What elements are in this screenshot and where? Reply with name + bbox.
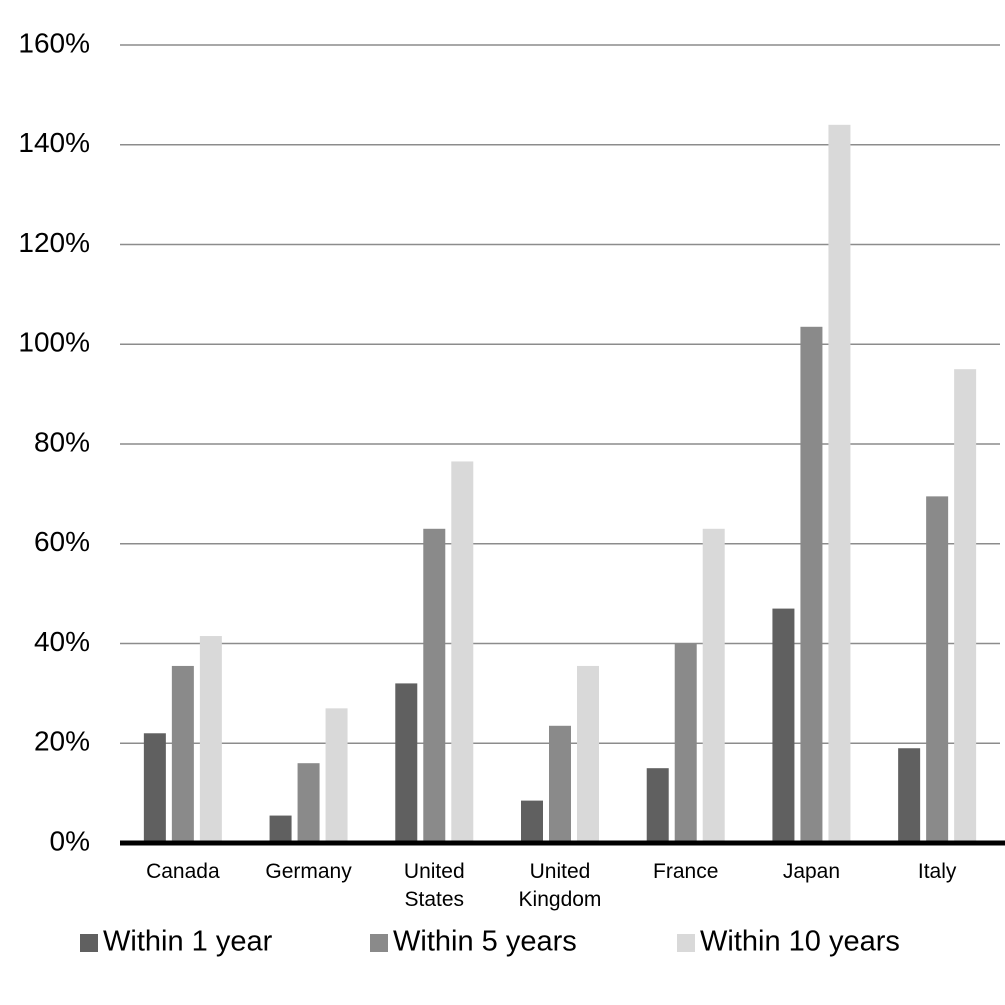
x-tick-label: Canada (146, 860, 220, 883)
bar (297, 763, 320, 843)
bar (898, 748, 921, 843)
y-tick-label: 160% (18, 27, 90, 58)
y-tick-label: 20% (34, 726, 90, 757)
y-tick-label: 0% (50, 825, 90, 856)
bar (451, 461, 474, 843)
bar (549, 725, 571, 843)
legend-swatch (677, 934, 695, 952)
y-tick-label: 120% (18, 227, 90, 258)
bar (828, 124, 851, 844)
bar (674, 643, 697, 843)
bar (800, 326, 823, 843)
bar (702, 528, 725, 843)
legend-swatch (80, 934, 98, 952)
bar (772, 608, 795, 843)
bar (269, 815, 292, 843)
x-tick-label: Italy (917, 860, 957, 883)
legend-label: Within 10 years (700, 926, 900, 958)
bar (423, 528, 446, 843)
x-tick-label: United Kingdom (518, 860, 602, 911)
bar (199, 636, 222, 843)
bar (143, 733, 166, 843)
y-tick-label: 40% (34, 626, 90, 657)
bar (171, 665, 194, 843)
bar (646, 768, 669, 843)
x-tick-label: France (653, 860, 719, 883)
x-tick-label: Japan (782, 860, 841, 883)
x-tick-label: Germany (265, 860, 352, 883)
bar (954, 369, 977, 843)
bar (395, 683, 418, 843)
y-tick-label: 60% (34, 526, 90, 557)
y-tick-label: 100% (18, 327, 90, 358)
legend-swatch (370, 934, 388, 952)
x-tick-label: United States (403, 860, 465, 911)
legend-label: Within 1 year (103, 926, 273, 958)
bar (577, 665, 599, 843)
y-tick-label: 80% (34, 426, 90, 457)
bar (521, 800, 543, 843)
legend-label: Within 5 years (393, 926, 577, 958)
bar (926, 496, 949, 843)
bar (325, 708, 348, 843)
y-tick-label: 140% (18, 127, 90, 158)
